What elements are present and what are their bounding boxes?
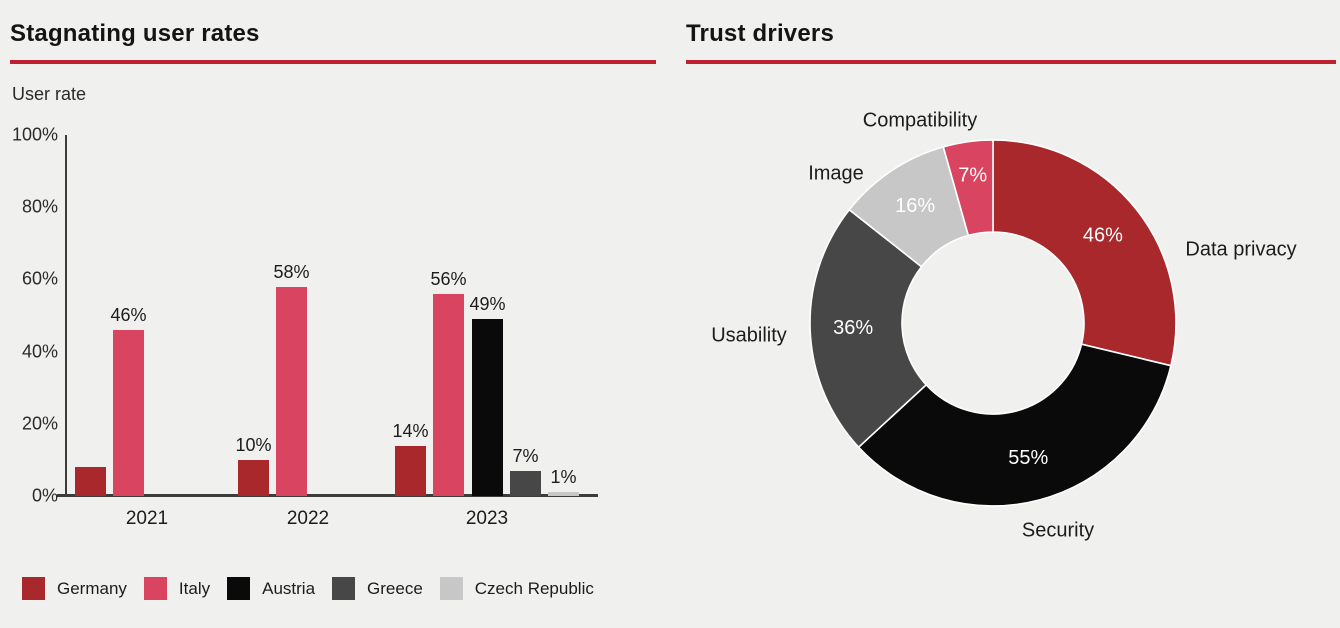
donut-pct-label-usability: 36% [833,317,873,339]
legend-label: Czech Republic [474,578,594,598]
legend-item-italy: Italy [143,577,211,600]
bar-austria-2023 [472,319,503,496]
x-category-label: 2021 [125,508,169,529]
x-category-label: 2022 [286,508,330,529]
donut-label-data-privacy: Data privacy [1185,238,1296,260]
y-tick-label: 0% [31,485,58,506]
donut-pct-label-data-privacy: 46% [1083,225,1123,247]
donut-label-compatibility: Compatibility [863,109,977,131]
legend-swatch-germany [22,577,45,600]
bar-value-label: 7% [512,445,539,466]
bar-value-label: 49% [469,294,506,315]
bar-italy-2023 [433,293,464,496]
bar-greece-2023 [510,470,541,496]
donut-slice-security [857,343,1172,507]
x-category-label: 2023 [465,508,509,529]
bar-germany-2023 [395,445,426,496]
title-rule-right [686,60,1336,64]
legend-swatch-czech-republic [439,577,463,600]
bar-italy-2021 [113,329,144,496]
legend-swatch-greece [332,577,356,600]
bar-value-label: 1% [550,467,577,488]
legend-swatch-italy [143,577,167,600]
legend-label: Austria [262,578,316,598]
bar-value-label: 58% [273,261,310,282]
donut-label-security: Security [1022,519,1094,541]
donut-pct-label-compatibility: 7% [958,165,987,187]
donut-chart: 46% Data privacy 55% Security 36% Usability 16… [711,109,1296,541]
bar-value-label: 14% [392,420,429,441]
bar-italy-2022 [276,286,307,496]
bar-czech-republic-2023 [548,492,579,496]
donut-pct-label-image: 16% [895,195,935,217]
legend-item-germany: Germany [22,577,127,600]
donut-slice-usability [809,208,928,449]
y-axis-title: User rate [12,84,87,104]
donut-slice-compatibility [942,139,994,237]
donut-chart-title: Trust drivers [686,20,834,47]
bar-value-label: 56% [430,268,467,289]
donut-label-image: Image [808,162,864,184]
bar-value-label: 46% [110,304,147,325]
y-tick-label: 100% [11,124,58,145]
y-tick-label: 40% [21,341,58,362]
legend-swatch-austria [227,577,251,600]
donut-pct-label-security: 55% [1008,447,1048,469]
bar-value-label: 10% [235,434,272,455]
legend-item-greece: Greece [332,577,423,600]
y-tick-label: 20% [21,413,58,434]
y-tick-label: 60% [21,268,58,289]
legend-item-austria: Austria [227,577,315,600]
legend-label: Italy [178,578,211,598]
y-axis [65,135,67,497]
y-tick-label: 80% [21,196,58,217]
legend-label: Germany [57,578,127,598]
bar-germany-2022 [238,459,269,496]
x-axis [57,494,598,497]
bar-germany-2021 [75,467,106,496]
legend: Germany Italy Austria Greece Czech Republic [22,577,594,600]
legend-item-czech-republic: Czech Republic [439,577,594,600]
bar-chart-title: Stagnating user rates [10,20,260,47]
title-rule-left [10,60,656,64]
legend-label: Greece [367,578,423,598]
donut-slice-data-privacy [992,139,1177,367]
donut-label-usability: Usability [711,324,787,346]
